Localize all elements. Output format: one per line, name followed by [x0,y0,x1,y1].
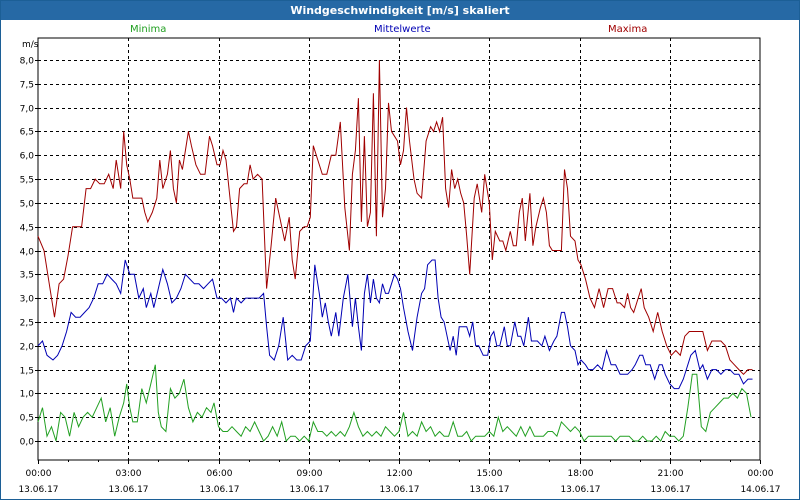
chart-title: Windgeschwindigkeit [m/s] skaliert [1,1,799,20]
x-tick-time: 03:00 [116,469,142,479]
y-tick-label: 5,0 [20,200,35,210]
x-tick-time: 12:00 [387,469,413,479]
y-axis-unit: m/s [22,40,39,50]
legend-mittelwerte: Mittelwerte [374,24,431,35]
y-tick-label: 2,0 [20,343,35,353]
legend-minima: Minima [130,24,167,35]
series-mittelwerte-line [37,259,753,390]
y-tick-label: 6,5 [20,128,34,138]
legend-maxima: Maxima [608,24,648,35]
y-tick-label: 0,5 [20,414,34,424]
x-tick-date: 13.06.17 [199,485,239,495]
x-tick-date: 13.06.17 [560,485,600,495]
x-tick-time: 09:00 [297,469,323,479]
x-tick-time: 18:00 [568,469,594,479]
y-tick-label: 0,0 [20,438,35,448]
y-tick-label: 3,0 [20,295,35,305]
y-tick-label: 7,0 [20,105,35,115]
series-minima-line [37,364,752,443]
x-tick-time: 06:00 [207,469,233,479]
y-tick-label: 8,0 [20,57,35,67]
x-tick-date: 13.06.17 [379,485,419,495]
y-tick-label: 3,5 [20,271,34,281]
x-tick-time: 00:00 [748,469,774,479]
series-maxima-line [37,59,753,376]
y-tick-label: 7,5 [20,81,34,91]
y-tick-label: 4,5 [20,224,34,234]
x-tick-time: 21:00 [658,469,684,479]
x-tick-date: 13.06.17 [650,485,690,495]
y-tick-label: 1,0 [20,390,35,400]
x-tick-date: 14.06.17 [740,485,780,495]
x-tick-date: 13.06.17 [289,485,329,495]
x-tick-time: 15:00 [477,469,503,479]
y-tick-label: 1,5 [20,367,34,377]
y-tick-label: 4,0 [20,248,35,258]
x-tick-date: 13.06.17 [108,485,148,495]
x-tick-date: 13.06.17 [469,485,509,495]
x-tick-date: 13.06.17 [18,485,58,495]
y-tick-label: 2,5 [20,319,34,329]
x-tick-time: 00:00 [26,469,52,479]
y-tick-label: 6,0 [20,152,35,162]
y-tick-label: 5,5 [20,176,34,186]
